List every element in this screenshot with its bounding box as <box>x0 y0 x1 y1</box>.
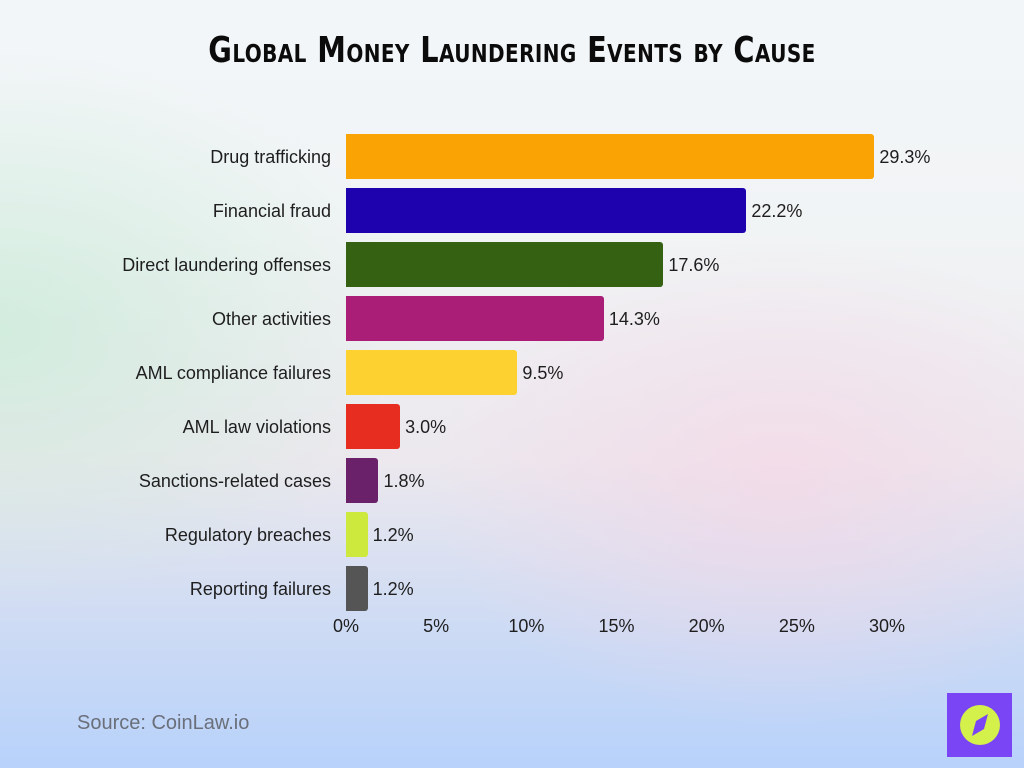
bar <box>346 566 368 611</box>
value-label: 9.5% <box>522 363 564 383</box>
category-label: AML law violations <box>182 417 331 437</box>
category-label: Financial fraud <box>212 201 331 221</box>
x-axis-tick: 25% <box>778 616 815 636</box>
source-note: Source: CoinLaw.io <box>77 712 250 734</box>
category-label: Reporting failures <box>189 579 331 599</box>
bar <box>346 404 401 449</box>
category-label: Direct laundering offenses <box>122 255 331 275</box>
value-label: 3.0% <box>405 417 447 437</box>
value-label: 1.2% <box>372 525 414 545</box>
category-label: Sanctions-related cases <box>138 471 331 491</box>
category-label: Regulatory breaches <box>164 525 331 545</box>
value-label: 1.2% <box>372 579 414 599</box>
category-label: Other activities <box>211 309 331 329</box>
x-axis-tick: 5% <box>423 616 450 636</box>
value-label: 1.8% <box>383 471 425 491</box>
bar <box>346 350 518 395</box>
value-label: 14.3% <box>608 309 660 329</box>
value-label: 22.2% <box>751 201 803 221</box>
value-label: 29.3% <box>879 147 931 167</box>
x-axis-tick: 10% <box>508 616 545 636</box>
x-axis-tick: 0% <box>332 616 359 636</box>
brand-logo <box>947 693 1012 757</box>
bar <box>346 296 604 341</box>
x-axis-tick: 30% <box>868 616 906 636</box>
x-axis-tick: 20% <box>688 616 725 636</box>
category-label: AML compliance failures <box>135 363 331 383</box>
value-label: 17.6% <box>668 255 720 275</box>
bar <box>346 134 875 179</box>
bar <box>346 188 747 233</box>
bar <box>346 458 379 503</box>
chart-title: Global Money Laundering Events by Cause <box>208 30 816 71</box>
x-axis-tick: 15% <box>598 616 635 636</box>
bar <box>346 512 368 557</box>
compass-icon <box>959 705 1000 745</box>
bar <box>346 242 664 287</box>
category-label: Drug trafficking <box>210 147 331 167</box>
